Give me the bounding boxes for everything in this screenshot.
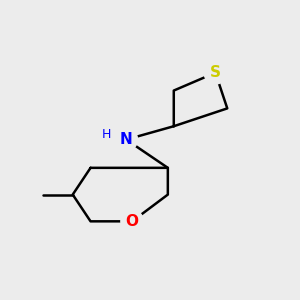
Text: S: S bbox=[210, 65, 221, 80]
Text: H: H bbox=[102, 128, 112, 141]
Circle shape bbox=[115, 128, 137, 151]
Circle shape bbox=[204, 61, 227, 84]
Text: N: N bbox=[120, 132, 133, 147]
Circle shape bbox=[121, 210, 143, 233]
Text: O: O bbox=[126, 214, 139, 229]
